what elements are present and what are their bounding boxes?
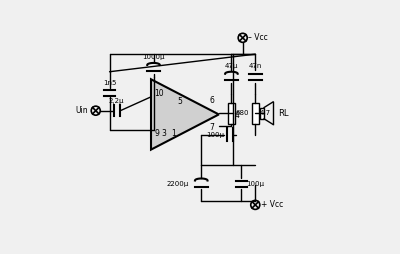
Text: 1: 1 <box>171 129 176 138</box>
Text: 100μ: 100μ <box>206 132 224 138</box>
Polygon shape <box>151 79 219 150</box>
Text: Uin: Uin <box>76 106 88 115</box>
Text: 6: 6 <box>210 96 214 105</box>
Text: 2,2μ: 2,2μ <box>109 98 124 104</box>
Text: 680: 680 <box>236 110 249 116</box>
Text: 7: 7 <box>210 122 214 132</box>
Bar <box>260 107 264 119</box>
Text: 4: 4 <box>234 111 239 120</box>
Text: 9: 9 <box>154 129 159 138</box>
Bar <box>252 103 259 124</box>
Text: + Vcc: + Vcc <box>261 200 283 209</box>
Text: 5: 5 <box>178 97 182 106</box>
Text: 10: 10 <box>154 89 164 98</box>
Text: 47μ: 47μ <box>225 63 238 69</box>
Text: 4,7: 4,7 <box>260 110 271 116</box>
Text: 2200μ: 2200μ <box>166 181 189 186</box>
Bar <box>228 103 235 124</box>
Text: 100μ: 100μ <box>246 181 264 186</box>
Text: 47n: 47n <box>248 63 262 69</box>
Text: – Vcc: – Vcc <box>248 33 268 42</box>
Text: 3: 3 <box>161 129 166 138</box>
Text: 1000μ: 1000μ <box>142 54 165 60</box>
Text: 1n5: 1n5 <box>103 80 116 86</box>
Text: RL: RL <box>278 109 288 118</box>
